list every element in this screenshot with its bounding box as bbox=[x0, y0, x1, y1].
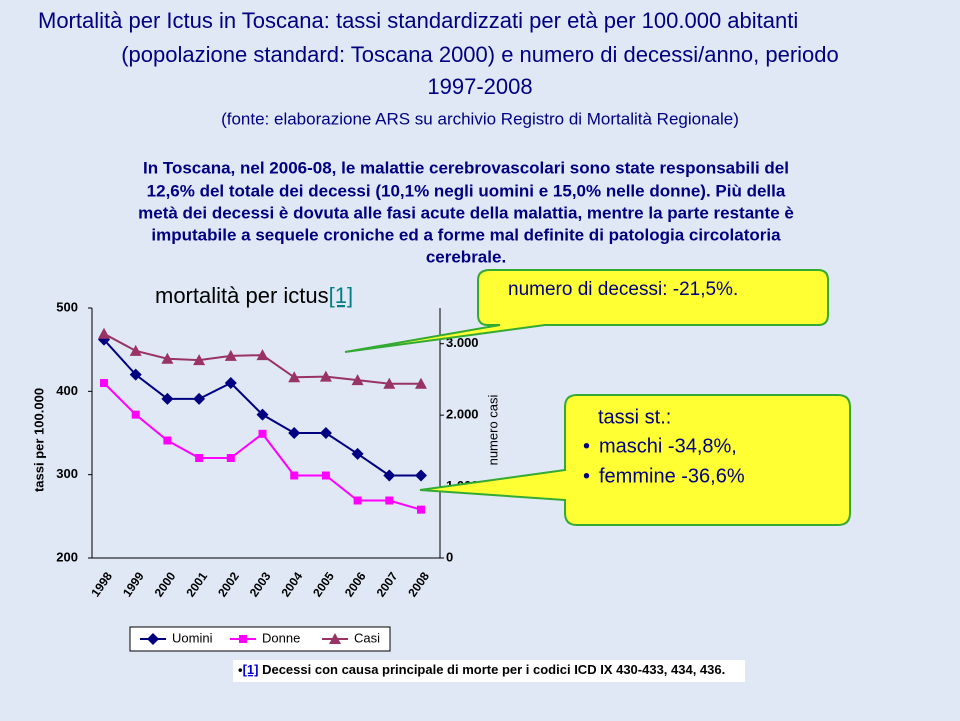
chart-title-ref: [1] bbox=[329, 283, 353, 308]
marker bbox=[329, 633, 341, 644]
marker bbox=[129, 344, 142, 356]
marker bbox=[353, 496, 362, 505]
footnote-text: Decessi con causa principale di morte pe… bbox=[262, 662, 725, 677]
marker bbox=[319, 370, 332, 382]
legend-label: Donne bbox=[262, 630, 300, 645]
y2-tick-label: 2.000 bbox=[446, 407, 479, 422]
y2-axis-label: numero casi bbox=[485, 394, 500, 465]
marker bbox=[417, 505, 425, 514]
marker bbox=[195, 454, 204, 462]
chart-title-text: mortalità per ictus bbox=[155, 283, 329, 308]
paragraph-line: metà dei decessi è dovuta alle fasi acut… bbox=[138, 203, 794, 222]
y-tick-label: 500 bbox=[56, 299, 78, 314]
legend-label: Casi bbox=[354, 630, 380, 645]
y-axis-label: tassi per 100.000 bbox=[31, 388, 46, 492]
callout bbox=[419, 394, 851, 526]
chart-title: mortalità per ictus[1] bbox=[155, 283, 353, 308]
marker bbox=[288, 427, 301, 439]
y-tick-label: 300 bbox=[56, 466, 78, 481]
marker bbox=[147, 633, 159, 645]
title-line: (popolazione standard: Toscana 2000) e n… bbox=[121, 42, 839, 67]
bullet: • bbox=[583, 435, 590, 457]
marker bbox=[129, 368, 142, 381]
marker bbox=[193, 392, 206, 405]
marker bbox=[193, 354, 206, 366]
marker bbox=[290, 471, 299, 480]
marker bbox=[319, 427, 332, 439]
footnote-box bbox=[233, 660, 745, 682]
marker bbox=[385, 496, 394, 505]
marker bbox=[239, 635, 247, 643]
marker bbox=[415, 377, 427, 389]
marker bbox=[288, 371, 301, 383]
marker bbox=[100, 379, 108, 387]
marker bbox=[163, 436, 172, 445]
marker bbox=[256, 349, 269, 361]
marker bbox=[131, 410, 140, 419]
title-line: Mortalità per Ictus in Toscana: tassi st… bbox=[38, 8, 798, 33]
marker bbox=[351, 374, 364, 386]
callout-title: tassi st.: bbox=[598, 406, 671, 428]
marker bbox=[321, 471, 330, 480]
marker bbox=[226, 454, 235, 462]
y-tick-label: 400 bbox=[56, 383, 78, 398]
callout-item: maschi -34,8%, bbox=[599, 435, 737, 457]
marker bbox=[383, 469, 396, 482]
paragraph-line: 12,6% del totale dei decessi (10,1% negl… bbox=[147, 181, 786, 200]
marker bbox=[351, 447, 364, 460]
footnote-ref: [1] bbox=[243, 662, 259, 677]
legend-box bbox=[129, 626, 391, 652]
marker bbox=[383, 377, 396, 389]
title-line: 1997-2008 bbox=[427, 74, 532, 99]
marker bbox=[224, 377, 237, 389]
paragraph-line: imputabile a sequele croniche ed a forme… bbox=[151, 225, 781, 244]
marker bbox=[256, 408, 269, 421]
y2-tick-label: 3.000 bbox=[446, 335, 479, 350]
callout-item: femmine -36,6% bbox=[599, 465, 745, 487]
y2-tick-label: 0 bbox=[446, 549, 453, 564]
marker bbox=[98, 327, 110, 339]
callout-text: numero di decessi: -21,5%. bbox=[508, 279, 738, 300]
footnote: •[1] Decessi con causa principale di mor… bbox=[238, 662, 725, 677]
source: (fonte: elaborazione ARS su archivio Reg… bbox=[221, 109, 739, 128]
marker bbox=[258, 429, 267, 438]
bullet: • bbox=[583, 465, 590, 487]
paragraph-line: cerebrale. bbox=[426, 247, 506, 266]
legend-label: Uomini bbox=[172, 630, 213, 645]
paragraph: In Toscana, nel 2006-08, le malattie cer… bbox=[138, 158, 794, 266]
paragraph-line: In Toscana, nel 2006-08, le malattie cer… bbox=[143, 158, 789, 177]
marker bbox=[415, 469, 427, 482]
marker bbox=[161, 392, 174, 405]
marker bbox=[161, 352, 174, 364]
marker bbox=[224, 349, 237, 361]
y-tick-label: 200 bbox=[56, 549, 78, 564]
callout bbox=[344, 269, 829, 353]
